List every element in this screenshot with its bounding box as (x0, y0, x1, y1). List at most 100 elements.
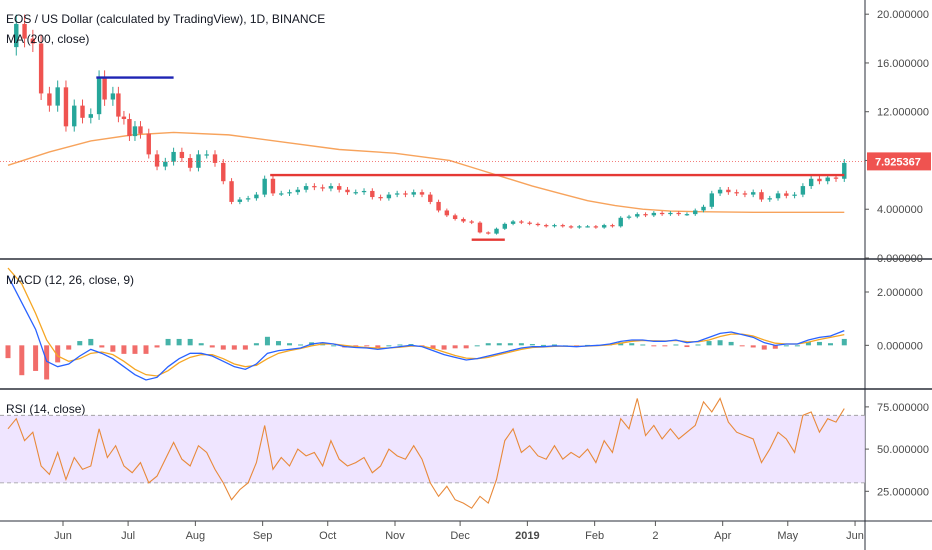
price-candle-body (221, 162, 226, 182)
price-candle-body (626, 216, 632, 218)
macd-histogram-bar (298, 344, 304, 346)
rsi-ytick-label: 75.000000 (877, 402, 929, 414)
price-candle-body (295, 189, 300, 193)
price-candle-body (618, 217, 623, 227)
macd-histogram-bar (529, 344, 535, 346)
rsi-ytick-label: 25.000000 (877, 486, 929, 498)
price-candle-body (742, 193, 748, 195)
macd-histogram-bar (474, 345, 480, 347)
ma-200-line (7, 131, 845, 213)
macd-histogram-bar (187, 338, 193, 346)
macd-histogram-bar (695, 344, 701, 346)
macd-histogram-bar (264, 336, 270, 346)
macd-histogram-bar (728, 341, 734, 346)
macd-histogram-bar (739, 345, 745, 347)
price-candle-body (22, 23, 27, 39)
macd-histogram-bar (805, 341, 811, 346)
macd-histogram-bar (143, 345, 149, 354)
price-candle-body (287, 192, 292, 194)
macd-histogram-bar (452, 345, 458, 349)
macd-histogram-bar (640, 344, 646, 346)
macd-histogram-bar (231, 345, 237, 350)
price-candle-body (519, 221, 524, 223)
macd-histogram-bar (364, 345, 370, 347)
price-candle-body (461, 218, 466, 222)
price-candle-body (127, 119, 132, 137)
macd-histogram-bar (706, 341, 712, 346)
price-candle-body (163, 161, 168, 167)
price-candle-body (469, 221, 474, 223)
price-candle-body (494, 228, 499, 234)
macd-histogram-bar (827, 343, 833, 346)
price-candle-body (370, 190, 375, 198)
macd-histogram-bar (165, 338, 171, 346)
price-candle-body (394, 193, 400, 195)
macd-histogram-bar (154, 345, 160, 348)
x-tick-label: May (777, 530, 798, 542)
price-pane-title: EOS / US Dollar (calculated by TradingVi… (6, 12, 325, 26)
x-tick-label: 2 (652, 530, 658, 542)
price-candle-body (96, 77, 102, 115)
macd-histogram-bar (717, 340, 723, 346)
price-candle-body (709, 193, 714, 207)
price-candle-body (72, 105, 77, 127)
macd-pane-title: MACD (12, 26, close, 9) (6, 273, 134, 287)
macd-histogram-bar (397, 344, 403, 346)
macd-histogram-bar (794, 345, 800, 347)
macd-histogram-bar (518, 343, 524, 346)
price-candle-body (38, 43, 44, 94)
price-candle-body (585, 226, 590, 228)
price-candle-body (171, 151, 176, 162)
macd-histogram-bar (242, 345, 248, 350)
price-ytick-label: 20.000000 (877, 9, 929, 21)
price-candle-body (436, 201, 441, 211)
price-candle-body (751, 192, 756, 195)
macd-histogram-bar (331, 345, 337, 347)
price-candle-body (328, 186, 334, 189)
price-candle-body (229, 181, 234, 202)
rsi-line (7, 397, 845, 509)
price-candle-body (361, 190, 367, 193)
price-candle-body (477, 222, 483, 233)
macd-histogram-bar (44, 345, 50, 380)
price-candle-body (116, 93, 121, 117)
price-candle-body (154, 154, 160, 167)
price-candle-body (643, 214, 648, 216)
price-candle-body (212, 154, 218, 163)
macd-histogram-bar (66, 345, 72, 350)
price-ytick-label: 16.000000 (877, 58, 929, 70)
price-candle-body (833, 177, 839, 179)
price-candle-body (792, 194, 797, 196)
price-candle-body (254, 194, 259, 199)
price-candle-body (684, 214, 690, 216)
price-candle-body (419, 192, 425, 195)
macd-histogram-bar (651, 345, 657, 347)
price-candle-body (179, 151, 185, 159)
price-candle-body (110, 93, 116, 100)
price-ytick-label: 12.000000 (877, 107, 929, 119)
price-candle-body (270, 178, 276, 194)
ma-indicator-label: MA (200, close) (6, 32, 89, 46)
rsi-pane-title: RSI (14, close) (6, 402, 85, 416)
x-tick-label: Dec (450, 530, 470, 542)
price-candle-body (808, 178, 814, 187)
macd-histogram-bar (375, 345, 381, 348)
x-tick-label: Apr (714, 530, 731, 542)
price-candle-body (132, 126, 138, 137)
price-candle-body (428, 194, 433, 202)
x-tick-label: Jun (54, 530, 72, 542)
price-candle-body (386, 194, 392, 199)
price-candle-body (55, 87, 60, 106)
price-candle-body (411, 192, 416, 195)
price-candle-body (262, 178, 267, 195)
chart-series (0, 14, 865, 509)
macd-histogram-bar (441, 345, 447, 350)
price-candle-body (668, 212, 673, 215)
x-tick-label: Oct (319, 530, 336, 542)
macd-histogram-bar (176, 338, 182, 346)
price-candle-body (535, 223, 541, 226)
macd-histogram-bar (673, 344, 679, 346)
price-candle-body (775, 193, 781, 199)
macd-histogram-bar (121, 345, 127, 354)
